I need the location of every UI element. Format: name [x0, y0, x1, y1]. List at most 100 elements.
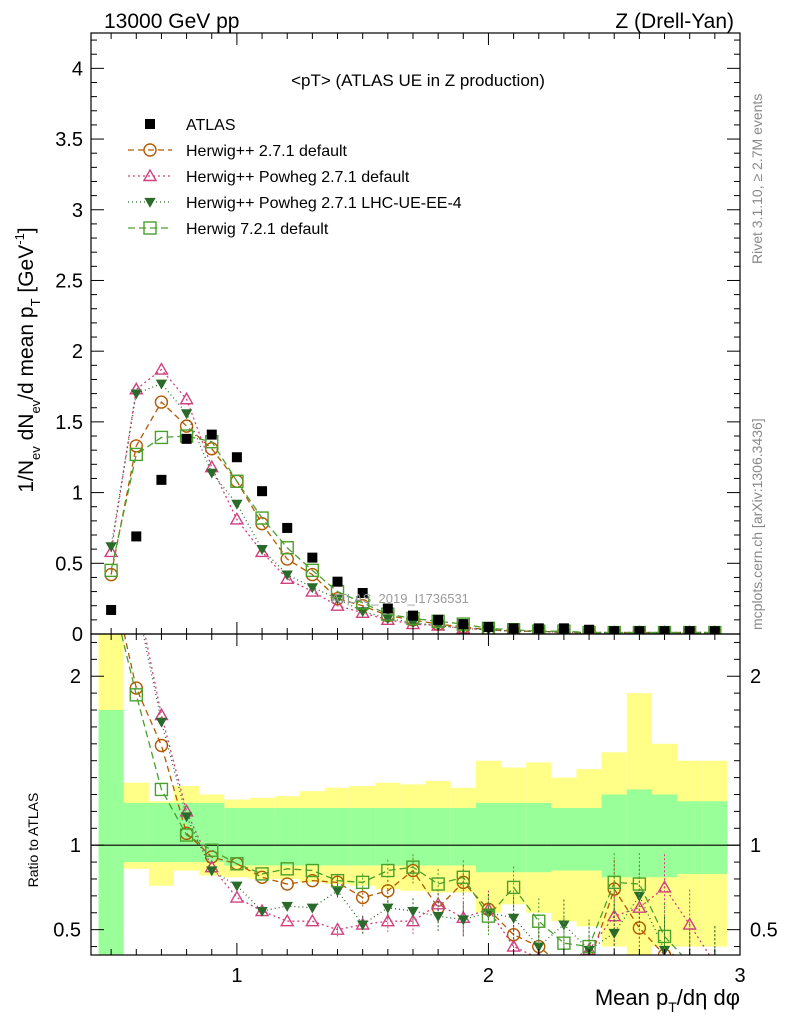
- ratio-0-point: [381, 884, 395, 898]
- ratio-2-point: [382, 903, 394, 914]
- series-1-point: [280, 571, 295, 585]
- ratio-3-point: [607, 875, 621, 890]
- series-2-point: [155, 379, 168, 390]
- ratio-1-point: [330, 922, 345, 935]
- ratio-0-point: [205, 850, 219, 864]
- ratio-y-tick-label: 1: [70, 835, 81, 857]
- atlas-data-point: [458, 619, 469, 630]
- inner-band-bin: [526, 802, 552, 873]
- inner-band-bin: [425, 808, 451, 866]
- ratio-1-point: [709, 957, 721, 968]
- ratio-2-point: [231, 881, 243, 892]
- atlas-data-point: [106, 604, 117, 615]
- ratio-0-point: [558, 961, 570, 973]
- atlas-data-point: [181, 433, 192, 444]
- ratio-1-point: [657, 880, 672, 893]
- series-2-point: [206, 468, 218, 479]
- ratio-2-point: [306, 903, 319, 914]
- inner-band-bin: [299, 808, 325, 866]
- ratio-3-point: [684, 957, 696, 969]
- x-tick-label: 2: [483, 965, 494, 987]
- ratio-3-point: [532, 914, 546, 928]
- header-left: 13000 GeV pp: [104, 10, 239, 33]
- legend-marker-1: [142, 168, 158, 182]
- x-tick-label: 1: [231, 965, 242, 987]
- inner-band-bin: [400, 808, 426, 866]
- y-tick-label: 1: [72, 483, 83, 505]
- y-tick-label: 3.5: [55, 129, 83, 151]
- y-tick-label: 4: [72, 58, 83, 80]
- ratio-y-axis-label: Ratio to ATLAS: [25, 793, 41, 888]
- series-1-point: [103, 544, 119, 558]
- x-axis-label: Mean pT/dη dφ: [595, 985, 740, 1015]
- x-tick-label: 3: [734, 965, 745, 987]
- ratio-2-point: [685, 960, 695, 968]
- ratio-3-point: [632, 877, 647, 891]
- ratio-3-point: [506, 880, 521, 895]
- legend-atlas-label: ATLAS: [186, 117, 236, 134]
- atlas-data-point: [231, 452, 242, 463]
- atlas-data-point: [332, 576, 343, 587]
- series-3-point: [255, 511, 269, 525]
- ratio-1-point: [130, 586, 142, 597]
- series-1-point: [305, 584, 320, 597]
- series-0-point: [179, 419, 194, 433]
- ratio-2-point: [633, 891, 646, 902]
- inner-band-bin: [123, 802, 149, 863]
- series-3-point: [305, 563, 320, 578]
- ratio-3-point: [431, 877, 445, 891]
- series-1-point: [254, 544, 270, 558]
- series-3-point: [129, 447, 143, 462]
- ratio-2-point: [256, 906, 268, 917]
- ratio-3-point: [330, 873, 345, 888]
- ratio-3-point: [657, 929, 672, 944]
- ratio-3-point: [154, 782, 169, 797]
- inner-band-bin: [224, 808, 250, 866]
- ratio-2-point: [155, 717, 168, 728]
- series-3-point: [104, 563, 118, 578]
- inner-band-bin: [576, 808, 602, 871]
- ratio-0-point: [355, 890, 370, 905]
- legend-label-0: Herwig++ 2.7.1 default: [186, 143, 348, 160]
- atlas-data-point: [282, 522, 293, 533]
- ratio-0-point: [305, 873, 320, 888]
- atlas-data-point: [206, 429, 217, 440]
- ratio-2-point: [710, 960, 720, 968]
- ratio-3-point: [709, 957, 721, 969]
- series-2-point: [256, 545, 268, 555]
- ratio-1-point: [105, 501, 117, 512]
- series-0-point: [154, 395, 169, 409]
- ratio-1-point: [430, 896, 446, 910]
- series-2-point: [306, 583, 319, 594]
- atlas-data-point: [156, 474, 167, 485]
- atlas-data-point: [307, 552, 318, 563]
- legend: ATLAS Herwig++ 2.7.1 default Herwig++ Powh…: [128, 117, 462, 238]
- series-1-point: [380, 612, 396, 626]
- ratio-0-point: [154, 738, 169, 753]
- ratio-2-point: [331, 886, 344, 897]
- analysis-watermark: ATLAS_2019_I1736531: [331, 591, 469, 606]
- ratio-panel-series: [105, 501, 721, 973]
- ratio-2-point: [507, 913, 520, 924]
- rivet-label: Rivet 3.1.10, ≥ 2.7M events: [749, 94, 765, 264]
- inner-band-bin: [174, 802, 200, 863]
- legend-marker-3: [143, 221, 157, 235]
- legend-atlas-marker: [145, 119, 155, 129]
- inner-band-bin: [350, 808, 376, 866]
- series-line-0: [110, 401, 715, 634]
- y-tick-label: 2.5: [55, 270, 83, 292]
- series-0-point: [330, 591, 345, 606]
- inner-band-bin: [450, 808, 476, 866]
- series-2-point: [130, 389, 142, 400]
- ratio-1-point: [305, 913, 320, 927]
- y-axis-label: 1/Nev dNev/d mean pT [GeV-1]: [12, 227, 43, 492]
- ratio-2-point: [608, 928, 620, 939]
- ratio-2-point: [357, 920, 369, 931]
- series-3-point: [154, 430, 169, 445]
- atlas-data-point: [131, 531, 142, 542]
- ratio-0-point: [709, 957, 721, 969]
- header-right: Z (Drell-Yan): [615, 10, 734, 33]
- inner-band-bin: [702, 801, 728, 874]
